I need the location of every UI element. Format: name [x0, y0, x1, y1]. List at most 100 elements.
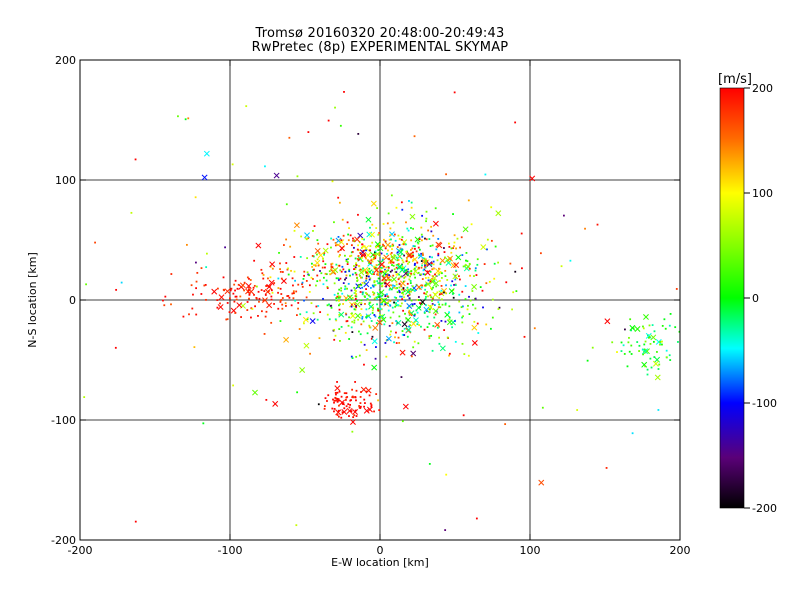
data-point	[395, 273, 398, 276]
data-point-x	[471, 324, 478, 331]
data-point	[196, 271, 199, 274]
data-point	[408, 294, 411, 296]
data-point-x	[360, 252, 367, 259]
data-point	[184, 118, 187, 121]
x-tick-label: -100	[218, 544, 243, 557]
data-point	[410, 201, 413, 204]
data-point	[464, 264, 467, 267]
data-point	[405, 269, 408, 272]
data-point	[440, 284, 443, 287]
data-point	[373, 256, 375, 259]
data-point	[383, 281, 386, 284]
data-point	[355, 355, 358, 358]
data-point-x	[262, 297, 268, 304]
data-point	[410, 299, 413, 302]
data-point	[348, 227, 350, 230]
data-point	[299, 313, 302, 316]
x-tick-label: 100	[520, 544, 541, 557]
data-point	[474, 269, 477, 272]
data-point	[377, 271, 380, 274]
data-point	[222, 276, 225, 279]
data-point	[355, 306, 358, 309]
data-point	[389, 234, 392, 237]
data-point	[339, 340, 341, 342]
data-point	[255, 285, 258, 288]
data-point	[462, 265, 465, 268]
data-point	[400, 376, 403, 378]
data-point	[177, 115, 179, 118]
data-point	[384, 240, 387, 243]
data-point	[421, 252, 424, 255]
data-point-x	[414, 236, 421, 243]
data-point	[403, 334, 406, 336]
data-point	[387, 266, 390, 269]
data-point	[361, 243, 364, 246]
data-point	[665, 356, 668, 359]
data-point	[264, 294, 267, 296]
data-point	[303, 299, 305, 302]
data-point	[473, 320, 476, 323]
data-point	[432, 325, 435, 327]
data-point-x	[304, 232, 311, 239]
data-point	[402, 280, 405, 283]
data-point	[401, 298, 404, 301]
data-point	[461, 254, 464, 256]
data-point	[414, 247, 416, 250]
data-point	[378, 315, 381, 318]
data-point	[312, 312, 315, 315]
data-point	[426, 291, 428, 293]
data-point	[430, 230, 433, 233]
data-point	[307, 237, 310, 240]
data-point	[222, 288, 225, 291]
data-point	[373, 284, 376, 287]
data-point-x	[266, 283, 273, 290]
data-point-x	[255, 242, 262, 249]
data-point	[338, 299, 340, 302]
data-point	[248, 293, 251, 296]
data-point	[348, 316, 350, 319]
data-point	[343, 288, 346, 291]
data-point	[395, 266, 398, 269]
data-point	[280, 299, 283, 301]
data-point	[232, 292, 235, 295]
data-point	[414, 276, 417, 279]
data-point	[265, 398, 268, 401]
data-point	[353, 265, 355, 267]
data-point	[363, 295, 366, 298]
data-point-x	[218, 294, 225, 301]
data-point	[408, 261, 411, 264]
data-point	[395, 256, 398, 259]
data-point	[401, 333, 404, 336]
data-point-x	[334, 385, 341, 392]
data-point	[386, 252, 388, 255]
data-point	[308, 274, 310, 277]
data-point	[163, 304, 166, 307]
data-point	[468, 262, 471, 265]
data-point	[418, 324, 421, 327]
data-point	[374, 315, 377, 318]
data-point	[378, 253, 381, 255]
data-point	[281, 297, 284, 299]
data-point	[431, 297, 434, 300]
data-point	[438, 280, 441, 282]
data-point	[398, 277, 401, 280]
data-point	[417, 267, 420, 270]
data-point	[390, 256, 393, 258]
data-point	[358, 284, 361, 287]
data-point	[226, 302, 229, 304]
data-point-x	[410, 350, 417, 357]
data-point	[325, 279, 328, 282]
data-point	[302, 278, 305, 280]
data-point	[331, 407, 334, 410]
data-point	[234, 289, 236, 292]
data-point	[372, 273, 374, 275]
data-point	[425, 217, 428, 220]
data-point	[373, 314, 376, 316]
data-point	[313, 264, 315, 266]
data-point	[416, 261, 419, 264]
data-point	[393, 341, 395, 344]
data-point	[360, 256, 363, 259]
data-point	[340, 395, 343, 398]
data-point	[379, 267, 382, 270]
data-point-x	[264, 288, 271, 295]
